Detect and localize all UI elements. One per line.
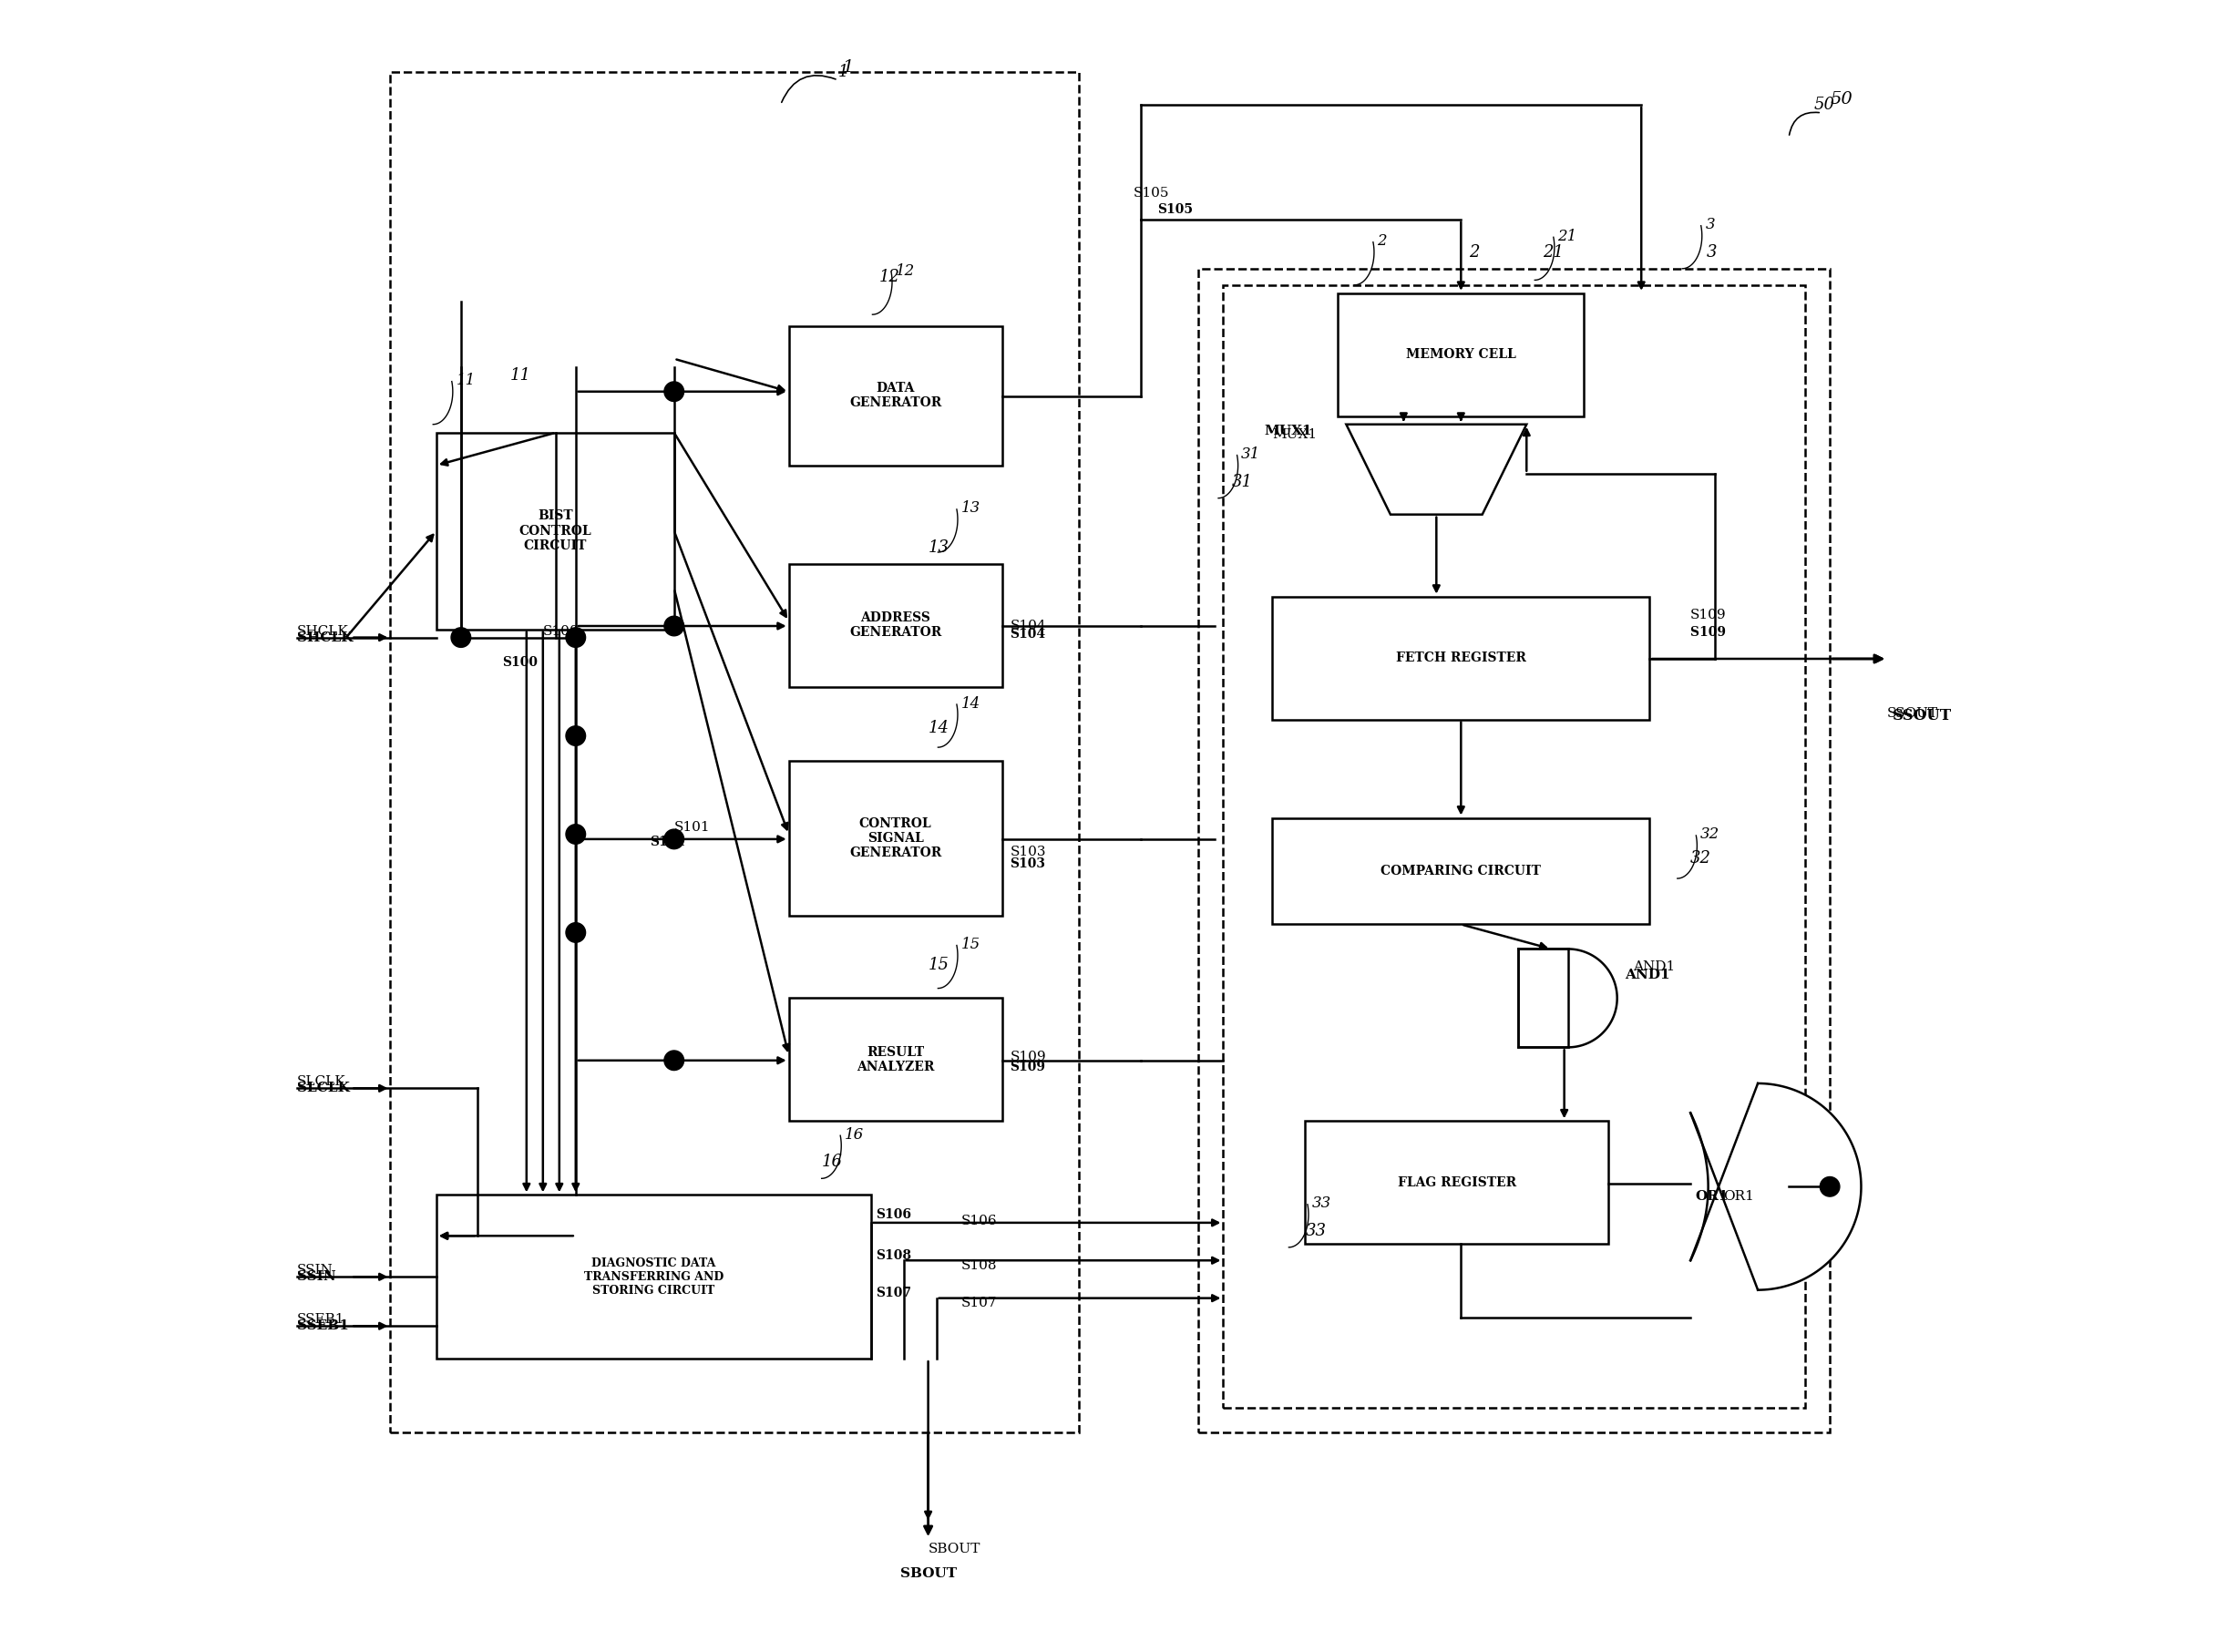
Circle shape <box>565 923 585 942</box>
Text: S109: S109 <box>1011 1051 1046 1064</box>
Text: S103: S103 <box>1011 857 1046 871</box>
Text: S106: S106 <box>960 1214 998 1227</box>
Text: MEMORY CELL: MEMORY CELL <box>1406 349 1516 362</box>
Text: SHCLK: SHCLK <box>297 624 348 638</box>
Text: S109: S109 <box>1692 608 1727 621</box>
Text: 14: 14 <box>929 719 949 735</box>
Text: SLCLK: SLCLK <box>297 1082 350 1095</box>
Text: 32: 32 <box>1692 851 1712 867</box>
Text: S107: S107 <box>876 1287 911 1300</box>
Text: 16: 16 <box>845 1127 865 1143</box>
Text: DATA
GENERATOR: DATA GENERATOR <box>849 382 942 410</box>
Text: S104: S104 <box>1011 620 1046 633</box>
Text: S109: S109 <box>1011 1061 1046 1074</box>
Text: OR1: OR1 <box>1696 1191 1729 1203</box>
Circle shape <box>665 1051 683 1070</box>
Circle shape <box>665 829 683 849</box>
Circle shape <box>665 382 683 401</box>
FancyBboxPatch shape <box>789 998 1002 1122</box>
FancyBboxPatch shape <box>1273 596 1649 719</box>
Text: S100: S100 <box>501 656 537 669</box>
FancyBboxPatch shape <box>1273 818 1649 925</box>
Text: AND1: AND1 <box>1625 970 1669 981</box>
Polygon shape <box>1346 425 1528 514</box>
Text: 12: 12 <box>896 263 916 279</box>
Circle shape <box>1820 1176 1840 1196</box>
Text: 21: 21 <box>1543 244 1563 261</box>
FancyBboxPatch shape <box>789 563 1002 687</box>
Text: COMPARING CIRCUIT: COMPARING CIRCUIT <box>1381 864 1541 877</box>
Text: 50: 50 <box>1814 96 1833 112</box>
Text: SSOUT: SSOUT <box>1891 709 1951 724</box>
Text: 15: 15 <box>929 957 949 973</box>
Text: S103: S103 <box>1011 846 1046 859</box>
Text: DIAGNOSTIC DATA
TRANSFERRING AND
STORING CIRCUIT: DIAGNOSTIC DATA TRANSFERRING AND STORING… <box>583 1257 723 1297</box>
Text: 21: 21 <box>1559 228 1576 244</box>
Polygon shape <box>1692 1084 1860 1290</box>
Text: 2: 2 <box>1470 244 1479 261</box>
Text: MUX1: MUX1 <box>1273 428 1317 441</box>
Text: AND1: AND1 <box>1634 961 1676 973</box>
Circle shape <box>450 628 470 648</box>
Circle shape <box>565 824 585 844</box>
Text: S101: S101 <box>650 836 685 849</box>
Text: SSIN: SSIN <box>297 1264 333 1277</box>
Circle shape <box>565 725 585 745</box>
FancyBboxPatch shape <box>789 325 1002 466</box>
Text: 33: 33 <box>1306 1222 1326 1239</box>
Text: S100: S100 <box>543 624 579 638</box>
Text: 11: 11 <box>510 367 532 383</box>
Text: 3: 3 <box>1705 216 1716 233</box>
Text: 13: 13 <box>929 539 949 555</box>
Text: SBOUT: SBOUT <box>900 1568 956 1579</box>
FancyBboxPatch shape <box>437 433 674 629</box>
Text: 33: 33 <box>1312 1196 1330 1211</box>
Text: ADDRESS
GENERATOR: ADDRESS GENERATOR <box>849 611 942 639</box>
Text: 16: 16 <box>823 1153 842 1170</box>
Circle shape <box>665 616 683 636</box>
FancyBboxPatch shape <box>1306 1122 1610 1244</box>
Text: 31: 31 <box>1230 474 1253 491</box>
Text: SLCLK: SLCLK <box>297 1075 346 1089</box>
Text: SSIN: SSIN <box>297 1270 335 1284</box>
Text: SSEB1: SSEB1 <box>297 1313 346 1327</box>
Text: 15: 15 <box>960 937 980 952</box>
Text: S101: S101 <box>674 821 709 834</box>
Text: S106: S106 <box>876 1208 911 1221</box>
Text: S108: S108 <box>960 1259 998 1272</box>
Text: OR1: OR1 <box>1723 1191 1754 1203</box>
Text: 32: 32 <box>1700 828 1720 843</box>
Text: 13: 13 <box>960 501 980 515</box>
FancyBboxPatch shape <box>1339 292 1583 416</box>
Text: 50: 50 <box>1829 91 1853 107</box>
Circle shape <box>565 628 585 648</box>
Text: S104: S104 <box>1011 628 1046 641</box>
Text: SSEB1: SSEB1 <box>297 1320 348 1333</box>
Text: S107: S107 <box>960 1297 998 1310</box>
FancyBboxPatch shape <box>437 1194 871 1360</box>
FancyBboxPatch shape <box>789 760 1002 917</box>
Text: SSOUT: SSOUT <box>1887 707 1938 719</box>
Text: 12: 12 <box>878 269 900 286</box>
Text: BIST
CONTROL
CIRCUIT: BIST CONTROL CIRCUIT <box>519 510 592 552</box>
Text: 31: 31 <box>1242 446 1261 463</box>
Text: RESULT
ANALYZER: RESULT ANALYZER <box>856 1046 933 1074</box>
Text: 1: 1 <box>838 64 849 79</box>
Text: 2: 2 <box>1377 233 1388 249</box>
Text: SBOUT: SBOUT <box>929 1543 980 1556</box>
Text: FETCH REGISTER: FETCH REGISTER <box>1397 651 1525 664</box>
Text: 3: 3 <box>1707 244 1718 261</box>
Text: S108: S108 <box>876 1249 911 1262</box>
Text: 1: 1 <box>842 59 854 76</box>
Text: CONTROL
SIGNAL
GENERATOR: CONTROL SIGNAL GENERATOR <box>849 818 942 859</box>
Text: S105: S105 <box>1157 203 1193 216</box>
FancyBboxPatch shape <box>1519 948 1567 1047</box>
Text: SHCLK: SHCLK <box>297 631 353 644</box>
Text: MUX1: MUX1 <box>1264 425 1312 438</box>
Text: FLAG REGISTER: FLAG REGISTER <box>1397 1176 1516 1189</box>
Text: S109: S109 <box>1692 626 1731 639</box>
Text: 11: 11 <box>457 373 474 388</box>
Text: S105: S105 <box>1133 187 1168 200</box>
Text: 14: 14 <box>960 695 980 712</box>
